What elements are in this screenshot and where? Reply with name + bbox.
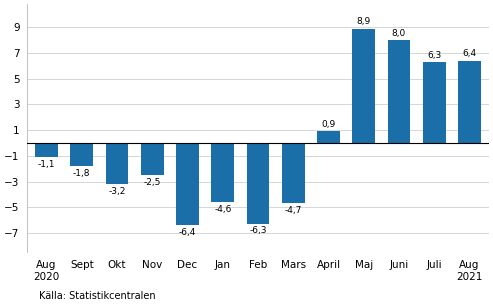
Text: -6,4: -6,4	[179, 228, 196, 237]
Text: -3,2: -3,2	[108, 187, 126, 195]
Bar	[141, 143, 164, 175]
Bar	[35, 143, 58, 157]
Text: Källa: Statistikcentralen: Källa: Statistikcentralen	[39, 291, 156, 301]
Bar	[352, 29, 375, 143]
Text: -6,3: -6,3	[249, 226, 267, 235]
Bar	[458, 61, 481, 143]
Text: 8,0: 8,0	[392, 29, 406, 38]
Text: -4,6: -4,6	[214, 205, 231, 213]
Text: -4,7: -4,7	[284, 206, 302, 215]
Text: -2,5: -2,5	[143, 178, 161, 187]
Bar	[423, 62, 446, 143]
Bar	[317, 131, 340, 143]
Bar	[70, 143, 93, 166]
Bar	[387, 40, 411, 143]
Bar	[176, 143, 199, 225]
Text: 6,3: 6,3	[427, 51, 441, 60]
Text: -1,8: -1,8	[73, 168, 91, 178]
Text: 0,9: 0,9	[321, 120, 336, 129]
Bar	[282, 143, 305, 203]
Text: 6,4: 6,4	[462, 50, 477, 58]
Bar	[211, 143, 234, 202]
Bar	[106, 143, 129, 184]
Bar	[246, 143, 270, 224]
Text: -1,1: -1,1	[38, 160, 55, 168]
Text: 8,9: 8,9	[356, 17, 371, 26]
